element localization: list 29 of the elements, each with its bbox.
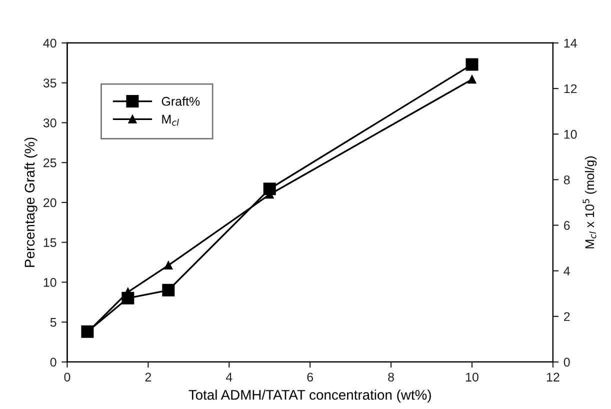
y-tick-label: 10 [44,278,56,287]
legend-label: M$_{cl}$ [162,114,179,126]
y-tick-label: 0 [50,358,56,367]
y2-tick-label: 2 [564,312,570,321]
x-axis-title: Total ADMH/TATAT concentration (wt%) [188,390,431,403]
y-axis-title: Percentage Graft (%) [24,138,38,267]
y-tick-label: 30 [43,118,56,128]
y-tick-label: 35 [43,78,56,88]
y2-tick-label: 8 [564,175,570,184]
legend-label: Graft% [162,96,200,106]
y-tick-label: 40 [43,38,56,48]
y2-tick-label: 12 [564,84,577,94]
y2-tick-label: 6 [564,221,570,230]
x-tick-label: 6 [307,372,314,382]
y-tick-label: 20 [44,198,56,208]
y-tick-label: 25 [44,158,56,168]
x-tick-label: 2 [145,372,152,382]
y-tick-label: 15 [44,238,56,247]
y2-tick-label: 14 [564,38,577,48]
x-tick-label: 10 [466,372,478,382]
x-tick-label: 4 [226,372,232,382]
y2-tick-label: 4 [564,266,570,276]
y2-tick-label: 10 [564,130,577,139]
y2-tick-label: 0 [564,358,570,367]
x-tick-label: 0 [64,372,70,382]
x-tick-label: 12 [546,372,560,382]
y-tick-label: 5 [50,318,56,327]
y2-axis-title: M$_{cl}$ x 10$^{5}$ (mol/g) [582,156,597,248]
x-tick-label: 8 [388,372,394,382]
